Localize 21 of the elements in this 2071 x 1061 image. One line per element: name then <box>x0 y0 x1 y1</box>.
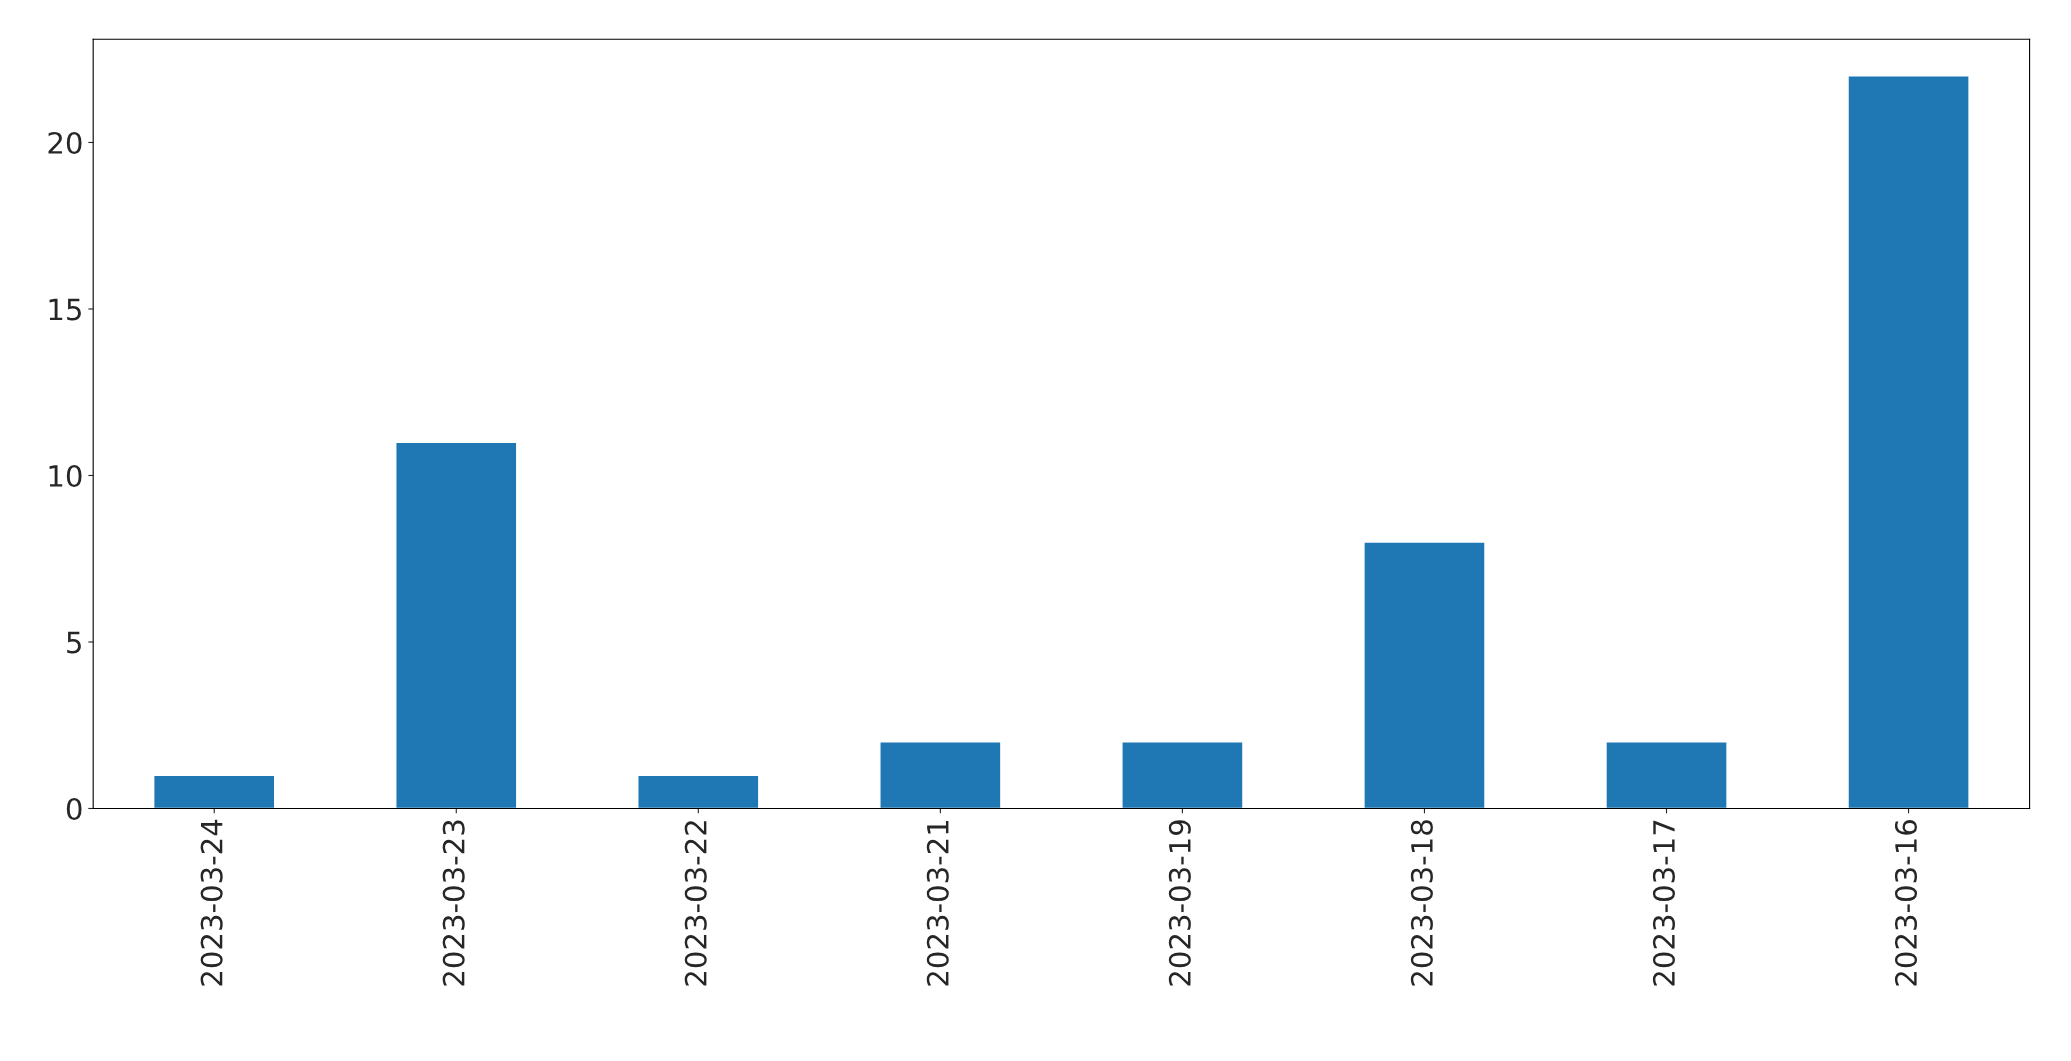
bar <box>395 441 518 809</box>
bar <box>1121 741 1244 809</box>
x-tick-label: 2023-03-18 <box>1410 820 1433 986</box>
bar <box>1605 741 1728 809</box>
x-tick-label: 2023-03-22 <box>684 821 707 986</box>
y-tick-label: 10 <box>49 464 82 487</box>
y-tick-label: 20 <box>48 131 82 154</box>
x-tick-label: 2023-03-16 <box>1894 820 1918 986</box>
bar <box>153 774 276 809</box>
y-tick-label: 5 <box>67 631 81 654</box>
x-tick-label: 2023-03-24 <box>200 819 223 986</box>
y-tick-label: 0 <box>66 797 82 820</box>
bar <box>1847 75 1970 809</box>
bar <box>1363 541 1486 809</box>
bar <box>637 774 760 809</box>
x-tick-label: 2023-03-21 <box>926 820 949 986</box>
x-tick-label: 2023-03-17 <box>1652 820 1675 986</box>
bar <box>879 741 1002 809</box>
x-tick-label: 2023-03-19 <box>1168 820 1191 986</box>
x-tick-label: 2023-03-23 <box>442 820 465 986</box>
y-tick-label: 15 <box>49 298 81 321</box>
